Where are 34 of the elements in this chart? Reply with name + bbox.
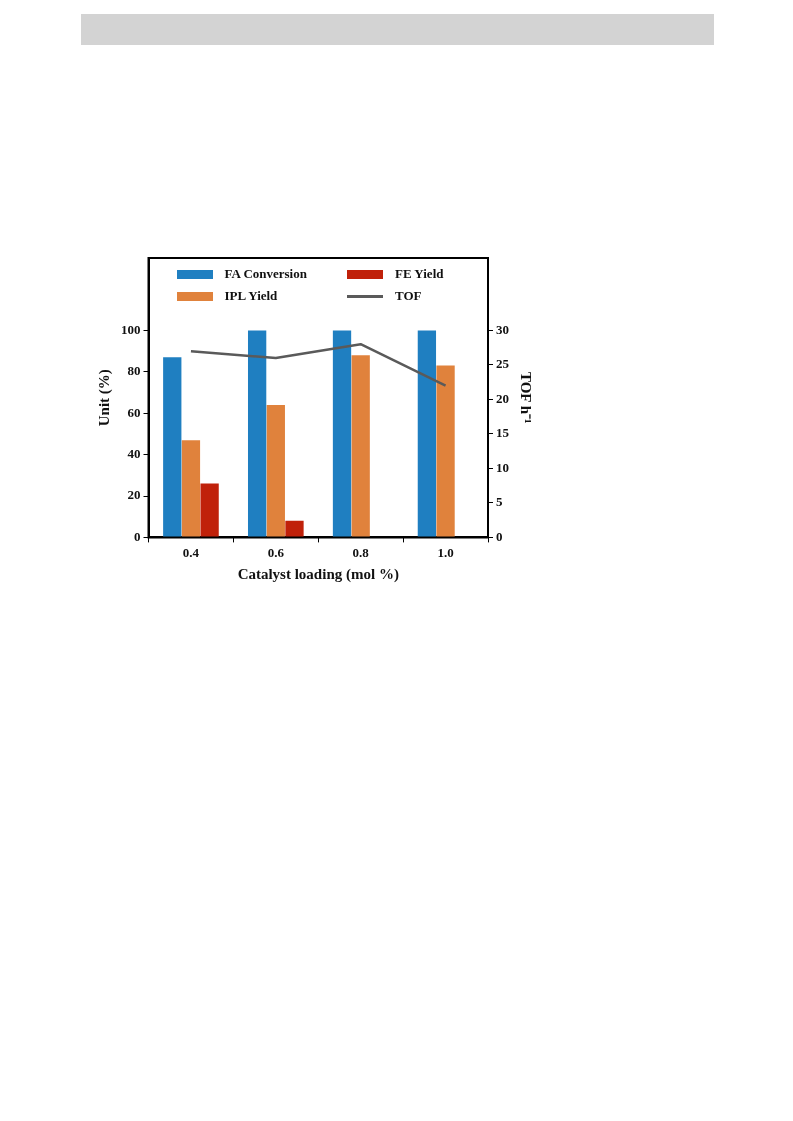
y-tick-label: 0: [134, 528, 141, 544]
bar: [285, 520, 304, 537]
bar: [417, 330, 437, 537]
bar: [266, 404, 285, 537]
y-tick-label: 20: [127, 487, 141, 503]
y-tick-label: 40: [127, 445, 141, 461]
bar: [181, 440, 201, 537]
bar: [200, 483, 219, 537]
y2-tick-label: 20: [496, 390, 509, 406]
y2-axis-title: TOF h⁻¹: [518, 371, 535, 424]
x-tick-label: 0.4: [182, 544, 200, 560]
legend-label: TOF: [394, 288, 422, 304]
bar: [163, 357, 182, 537]
bar: [247, 330, 267, 537]
bar: [351, 355, 370, 537]
x-tick-label: 0.8: [352, 544, 370, 560]
y-tick-label: 80: [127, 363, 141, 379]
legend-label: IPL Yield: [224, 288, 278, 304]
legend-label: FE Yield: [394, 266, 444, 282]
y-tick-label: 60: [127, 404, 141, 420]
x-tick-label: 0.6: [267, 544, 285, 560]
y2-tick-label: 25: [496, 356, 510, 372]
bar: [332, 330, 352, 537]
y2-tick-label: 10: [496, 459, 509, 475]
y-tick-label: 100: [121, 321, 141, 337]
x-axis-title: Catalyst loading (mol %): [237, 565, 399, 583]
y-axis-title: Unit (%): [95, 369, 113, 427]
x-tick-label: 1.0: [437, 544, 454, 560]
legend-label: FA Conversion: [224, 266, 307, 282]
bar: [436, 365, 455, 537]
y2-tick-label: 5: [496, 494, 503, 510]
y2-tick-label: 0: [496, 528, 503, 544]
y2-tick-label: 30: [496, 321, 509, 337]
y2-tick-label: 15: [496, 425, 510, 441]
